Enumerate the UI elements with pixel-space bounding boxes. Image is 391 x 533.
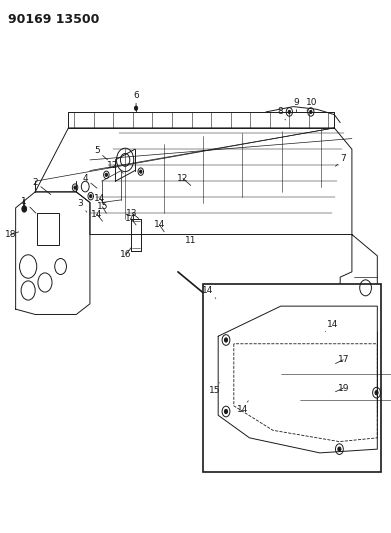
Text: 2: 2 xyxy=(32,178,51,195)
Circle shape xyxy=(288,110,291,114)
Text: 1: 1 xyxy=(22,197,36,213)
Text: 14: 14 xyxy=(202,286,216,298)
Text: 10: 10 xyxy=(306,98,318,111)
Circle shape xyxy=(22,206,27,212)
Text: 12: 12 xyxy=(177,174,191,185)
Text: 7: 7 xyxy=(335,155,346,166)
Circle shape xyxy=(375,391,378,395)
Text: 14: 14 xyxy=(154,221,165,232)
Text: 17: 17 xyxy=(335,356,349,364)
Text: 15: 15 xyxy=(97,203,108,213)
Text: 90169 13500: 90169 13500 xyxy=(8,13,99,26)
Circle shape xyxy=(105,173,108,176)
Text: 19: 19 xyxy=(335,384,349,392)
Circle shape xyxy=(224,409,228,414)
Text: 14: 14 xyxy=(91,210,103,221)
Circle shape xyxy=(135,106,138,110)
Circle shape xyxy=(90,195,92,198)
Circle shape xyxy=(224,338,228,342)
Text: 5: 5 xyxy=(94,146,108,160)
Bar xyxy=(37,213,59,245)
Text: 15: 15 xyxy=(208,383,220,394)
Text: 11: 11 xyxy=(185,235,199,245)
Text: 14: 14 xyxy=(94,194,106,205)
Text: 12: 12 xyxy=(107,161,123,173)
Text: 3: 3 xyxy=(77,199,87,212)
Text: 4: 4 xyxy=(83,174,97,188)
Text: 14: 14 xyxy=(237,401,248,414)
Text: 9: 9 xyxy=(294,98,299,112)
Text: 14: 14 xyxy=(325,320,339,332)
Circle shape xyxy=(338,447,341,451)
Text: 14: 14 xyxy=(125,214,137,225)
Text: 8: 8 xyxy=(278,108,285,120)
Text: 18: 18 xyxy=(5,230,19,239)
Circle shape xyxy=(74,186,76,189)
Circle shape xyxy=(140,170,142,173)
Text: 13: 13 xyxy=(126,209,139,219)
Bar xyxy=(203,284,381,472)
Text: 16: 16 xyxy=(120,248,132,259)
Text: 6: 6 xyxy=(133,92,139,108)
Circle shape xyxy=(310,110,312,114)
